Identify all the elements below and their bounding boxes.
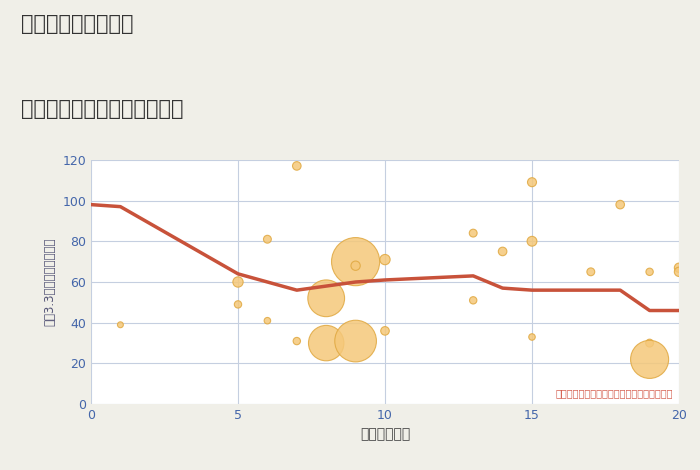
Point (291, 337, 302, 345)
Text: 円の大きさは、取引のあった物件面積を示す: 円の大きさは、取引のあった物件面積を示す (556, 388, 673, 398)
Point (526, 333, 538, 341)
Point (321, 295, 332, 302)
Point (115, 321, 126, 329)
Point (262, 317, 273, 324)
Point (262, 235, 273, 243)
Point (291, 162, 302, 170)
Point (644, 356, 655, 363)
Point (673, 264, 685, 272)
Point (350, 262, 361, 269)
Point (232, 301, 244, 308)
Point (321, 339, 332, 347)
Point (585, 268, 596, 275)
Point (468, 229, 479, 237)
Y-axis label: 坪（3.3㎡）単価（万円）: 坪（3.3㎡）単価（万円） (43, 238, 57, 326)
Point (350, 337, 361, 345)
Point (526, 179, 538, 186)
Point (497, 248, 508, 255)
Point (673, 268, 685, 275)
Point (350, 258, 361, 266)
Text: 岐阜県関市市平賀の: 岐阜県関市市平賀の (21, 14, 134, 34)
Point (644, 339, 655, 347)
Point (379, 256, 391, 263)
Point (379, 327, 391, 335)
Point (644, 268, 655, 275)
Point (468, 297, 479, 304)
Text: 駅距離別中古マンション価格: 駅距離別中古マンション価格 (21, 99, 183, 119)
X-axis label: 駅距離（分）: 駅距離（分） (360, 428, 410, 442)
Point (526, 237, 538, 245)
Point (232, 278, 244, 286)
Point (615, 201, 626, 208)
